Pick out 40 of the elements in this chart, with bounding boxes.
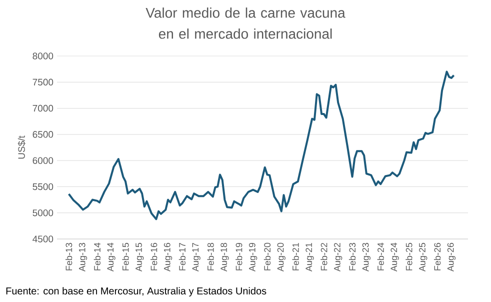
y-axis-title: US$/t [18, 136, 26, 159]
x-tick-label: Feb-22 [320, 242, 328, 270]
x-tick-label: Aug-26 [447, 242, 456, 272]
y-tick-label: 8000 [32, 52, 54, 60]
x-tick-label: Aug-22 [334, 242, 342, 272]
x-tick-label: Feb-13 [66, 242, 72, 270]
y-tick-label: 6500 [32, 131, 54, 138]
x-tick-label: Feb-24 [377, 242, 384, 270]
x-tick-label: Feb-17 [178, 242, 186, 270]
x-tick-label: Feb-15 [122, 242, 129, 270]
x-tick-label: Aug-25 [419, 242, 428, 272]
x-tick-label: Aug-14 [107, 242, 116, 272]
x-tick-label: Aug-24 [390, 242, 399, 272]
x-tick-label: Aug-23 [362, 242, 371, 272]
x-tick-label: Aug-16 [164, 242, 172, 272]
source-note: Fuente: con base en Mercosur, Australia y Estados Unidos [6, 287, 266, 296]
x-tick-label: Feb-20 [264, 242, 271, 270]
chart-title: Valor medio de la carne vacuna en el mercado internacional [146, 8, 346, 39]
y-tick-label: 7000 [32, 104, 54, 112]
x-tick-label: Aug-20 [277, 242, 286, 272]
y-tick-label: 7500 [32, 78, 54, 86]
x-tick-label: Aug-18 [220, 242, 229, 272]
x-tick-label: Aug-19 [248, 242, 258, 272]
x-tick-label: Feb-25 [406, 242, 412, 270]
y-tick-label: 4500 [32, 236, 54, 242]
y-tick-label: 5000 [32, 209, 54, 216]
x-tick-label: Feb-16 [150, 242, 158, 270]
x-tick-label: Feb-23 [348, 242, 356, 270]
y-tick-label: 5500 [32, 183, 54, 190]
x-tick-label: Feb-21 [292, 242, 299, 270]
x-tick-label: Feb-14 [94, 242, 100, 270]
x-tick-label: Feb-26 [434, 242, 441, 270]
line-series [68, 70, 455, 220]
x-tick-label: Aug-17 [192, 242, 200, 272]
x-tick-label: Aug-21 [306, 242, 314, 272]
x-tick-label: Aug-15 [136, 242, 144, 272]
x-tick-label: Feb-19 [236, 242, 242, 270]
y-tick-label: 6000 [32, 157, 54, 164]
x-tick-label: Feb-18 [207, 242, 214, 270]
x-tick-label: Aug-13 [78, 242, 88, 272]
